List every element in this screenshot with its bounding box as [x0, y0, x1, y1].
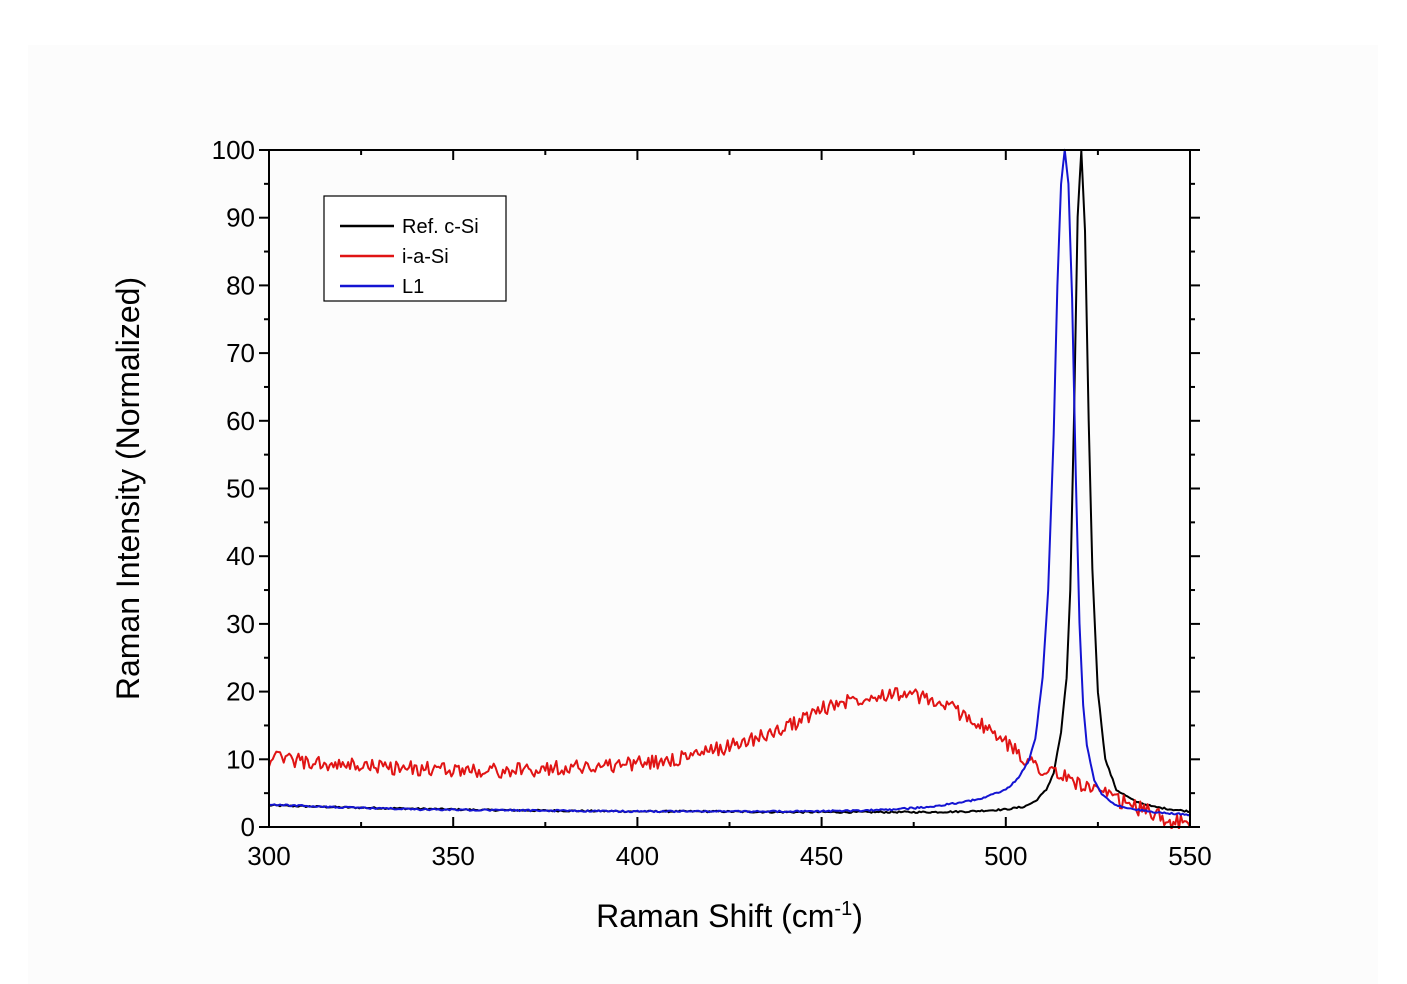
legend: Ref. c-Si i-a-Si L1 [323, 195, 507, 302]
raman-chart: 300 350 400 450 500 550 0 10 20 30 40 50 60 70 80 90 100… [110, 135, 1212, 934]
y-tick-label: 60 [226, 406, 255, 436]
series-line-i-a-si [269, 687, 1190, 829]
x-axis-title-main: Raman Shift (cm [596, 898, 834, 934]
legend-label: Ref. c-Si [402, 216, 479, 238]
x-tick-label: 450 [800, 841, 843, 871]
legend-label: i-a-Si [402, 246, 449, 268]
x-tick-label: 550 [1168, 841, 1211, 871]
y-tick-label: 100 [212, 135, 255, 165]
legend-box [323, 195, 507, 302]
x-axis-title-superscript: -1 [834, 898, 852, 920]
x-axis-title-suffix: ) [852, 898, 863, 934]
x-tick-label: 400 [616, 841, 659, 871]
y-tick-label: 70 [226, 338, 255, 368]
series-line-l1 [269, 148, 1190, 817]
y-tick-label: 90 [226, 203, 255, 233]
figure-background: 300 350 400 450 500 550 0 10 20 30 40 50 60 70 80 90 100… [28, 45, 1378, 984]
x-axis-title: Raman Shift (cm-1) [596, 898, 863, 934]
y-tick-label: 0 [241, 812, 255, 842]
x-tick-label: 500 [984, 841, 1027, 871]
y-tick-label: 10 [226, 744, 255, 774]
y-tick-label: 20 [226, 677, 255, 707]
series-layer [269, 148, 1190, 829]
x-tick-label: 300 [247, 841, 290, 871]
y-tick-label: 80 [226, 270, 255, 300]
y-tick-label: 50 [226, 474, 255, 504]
ticks-layer: 300 350 400 450 500 550 0 10 20 30 40 50 60 70 80 90 100 [212, 135, 1212, 871]
y-tick-label: 40 [226, 541, 255, 571]
x-tick-label: 350 [432, 841, 475, 871]
y-tick-label: 30 [226, 609, 255, 639]
y-axis-title: Raman Intensity (Normalized) [110, 277, 146, 700]
legend-label: L1 [402, 276, 424, 298]
